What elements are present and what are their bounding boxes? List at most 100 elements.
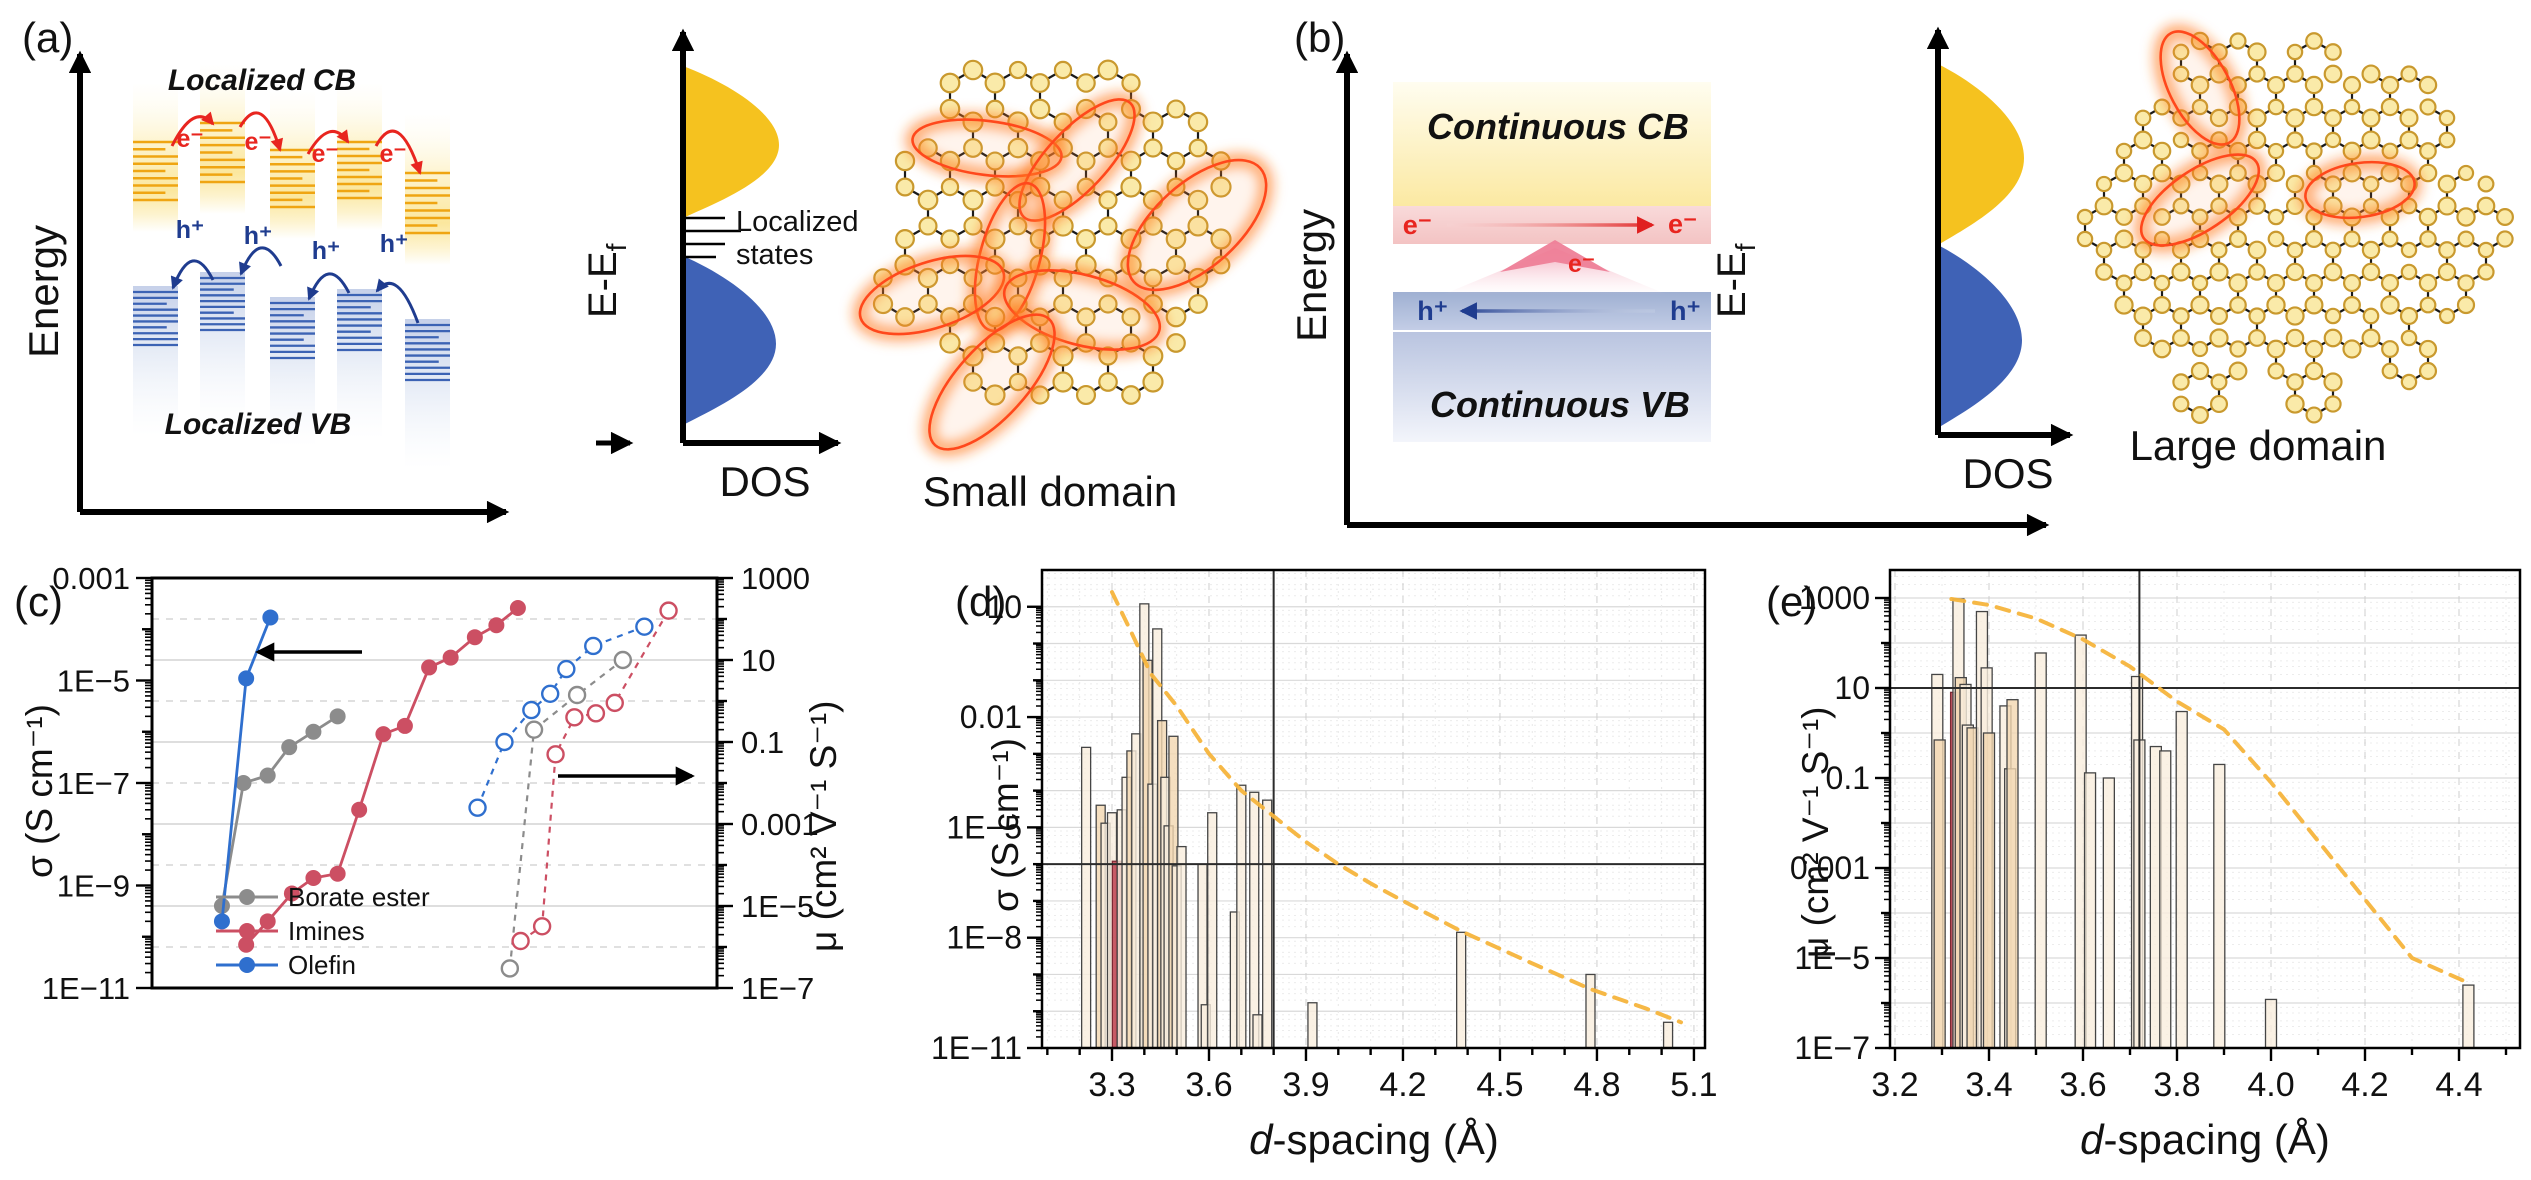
svg-text:0.001: 0.001 — [1790, 850, 1870, 886]
band-diagram-continuous: e⁻ e⁻ e⁻ h⁺ h⁺ — [1335, 50, 2050, 537]
legend-marker-imines — [214, 919, 280, 943]
chart-c: 0.001 1E−5 1E−7 1E−9 1E−11 1000 10 0.1 0.001 1E−5… — [42, 561, 819, 1006]
localized-states-line2: states — [736, 239, 814, 271]
svg-text:3.6: 3.6 — [1185, 1066, 1232, 1104]
d-italic: d — [1249, 1116, 1273, 1163]
svg-text:10: 10 — [986, 589, 1022, 625]
svg-text:1E−5: 1E−5 — [741, 889, 814, 924]
panel-a-label: (a) — [22, 14, 74, 61]
molecule-large-domain — [2076, 23, 2514, 424]
chart-c-legend: Borate ester Imines Olefin — [214, 881, 430, 980]
svg-text:3.6: 3.6 — [2059, 1066, 2106, 1104]
svg-text:1E−7: 1E−7 — [1794, 1030, 1870, 1066]
legend-item-borate-ester: Borate ester — [214, 881, 430, 912]
svg-text:e⁻: e⁻ — [244, 128, 271, 156]
panel-d-label: (d) — [955, 578, 1007, 625]
svg-text:1000: 1000 — [1799, 580, 1870, 616]
chart-d: 10 0.01 1E−5 1E−8 1E−11 3.3 3.6 3.9 4.2 4.5 4.8 5.1 — [931, 568, 1718, 1104]
svg-text:4.8: 4.8 — [1573, 1066, 1620, 1104]
chart-d-x-axis-title: d-spacing (Å) — [1249, 1116, 1499, 1164]
svg-text:10: 10 — [741, 643, 775, 678]
svg-text:0.001: 0.001 — [741, 807, 819, 842]
band-diagram-localized: e⁻ e⁻ e⁻ e⁻ h⁺ h⁺ h⁺ h⁺ — [68, 50, 634, 524]
svg-text:5.1: 5.1 — [1670, 1066, 1717, 1104]
svg-text:1E−5: 1E−5 — [1794, 940, 1870, 976]
svg-text:e⁻: e⁻ — [176, 125, 203, 153]
panel-b-label: (b) — [1294, 14, 1346, 61]
chart-e: 1000 10 0.1 0.001 1E−5 1E−73.2 3.4 3.6 3.8 4.0 4.2… — [1790, 568, 2522, 1104]
svg-text:10: 10 — [1834, 670, 1870, 706]
panel-c-label: (c) — [14, 578, 63, 625]
localized-states-annotation: Localized states — [736, 206, 859, 272]
svg-text:3.9: 3.9 — [1282, 1066, 1329, 1104]
legend-item-imines: Imines — [214, 915, 430, 946]
continuous-cb-label: Continuous CB — [1427, 106, 1689, 147]
energy-axis-label-a: Energy — [20, 224, 67, 358]
legend-label-olefin: Olefin — [288, 949, 356, 980]
small-domain-caption: Small domain — [922, 468, 1178, 515]
continuous-vb-label: Continuous VB — [1430, 384, 1690, 425]
svg-text:1E−5: 1E−5 — [57, 664, 130, 699]
panel-e-label: (e) — [1766, 578, 1818, 625]
legend-label-imines: Imines — [288, 915, 365, 946]
chart-e-x-axis-title: d-spacing (Å) — [2080, 1116, 2330, 1164]
svg-text:4.2: 4.2 — [1379, 1066, 1426, 1104]
svg-text:1E−8: 1E−8 — [946, 920, 1022, 956]
dos-axis-label-b: DOS — [1962, 450, 2054, 497]
svg-text:3.4: 3.4 — [1965, 1066, 2012, 1104]
large-domain-caption: Large domain — [2129, 422, 2387, 469]
d-italic: d — [2080, 1116, 2104, 1163]
svg-text:3.3: 3.3 — [1088, 1066, 1135, 1104]
legend-marker-olefin — [214, 953, 280, 977]
svg-text:1E−11: 1E−11 — [931, 1030, 1022, 1066]
svg-text:4.0: 4.0 — [2247, 1066, 2294, 1104]
dos-plot-b: E-Ef — [1710, 26, 2074, 447]
svg-text:h⁺: h⁺ — [176, 216, 204, 244]
svg-text:4.5: 4.5 — [1476, 1066, 1523, 1104]
d-xlabel-rest: -spacing (Å) — [2103, 1116, 2330, 1163]
dos-axis-label-a: DOS — [719, 458, 811, 505]
svg-text:e⁻: e⁻ — [1568, 250, 1595, 278]
svg-text:3.8: 3.8 — [2153, 1066, 2200, 1104]
svg-text:e⁻: e⁻ — [1403, 210, 1432, 240]
legend-label-borate-ester: Borate ester — [288, 881, 430, 912]
svg-text:E-Ef: E-Ef — [581, 243, 632, 318]
svg-text:h⁺: h⁺ — [1670, 296, 1701, 326]
energy-axis-label-b: Energy — [1288, 208, 1335, 342]
svg-text:e⁻: e⁻ — [1668, 209, 1697, 239]
svg-text:e⁻: e⁻ — [379, 140, 406, 168]
chart-e-y-axis-title: μ (cm² V⁻¹ S⁻¹) — [1795, 706, 1836, 958]
svg-text:0.01: 0.01 — [960, 699, 1022, 735]
svg-text:4.2: 4.2 — [2341, 1066, 2388, 1104]
svg-text:h⁺: h⁺ — [312, 237, 340, 265]
svg-text:1E−11: 1E−11 — [42, 971, 130, 1006]
svg-text:1E−9: 1E−9 — [57, 869, 130, 904]
svg-text:1E−5: 1E−5 — [946, 809, 1022, 845]
svg-text:0.1: 0.1 — [1826, 760, 1870, 796]
svg-text:3.2: 3.2 — [1871, 1066, 1918, 1104]
svg-text:h⁺: h⁺ — [1417, 296, 1448, 326]
svg-text:0.001: 0.001 — [52, 561, 130, 596]
d-xlabel-rest: -spacing (Å) — [1272, 1116, 1499, 1163]
chart-d-y-axis-title: σ (S cm⁻¹) — [985, 738, 1026, 912]
localized-vb-label: Localized VB — [164, 408, 352, 441]
molecule-small-domain — [852, 59, 1274, 457]
localized-states-line1: Localized — [736, 206, 859, 238]
dos-plot-a: E-Ef — [581, 28, 842, 455]
svg-text:1E−7: 1E−7 — [57, 766, 130, 801]
svg-text:4.4: 4.4 — [2435, 1066, 2482, 1104]
legend-item-olefin: Olefin — [214, 949, 430, 980]
svg-text:h⁺: h⁺ — [244, 222, 272, 250]
chart-c-left-axis-title: σ (S cm⁻¹) — [19, 704, 60, 878]
svg-text:h⁺: h⁺ — [380, 230, 408, 258]
chart-c-right-axis-title: μ (cm² V⁻¹ S⁻¹) — [803, 700, 844, 952]
localized-cb-label: Localized CB — [167, 64, 357, 97]
legend-marker-borate-ester — [214, 885, 280, 909]
svg-text:1E−7: 1E−7 — [741, 971, 814, 1006]
svg-text:e⁻: e⁻ — [311, 140, 338, 168]
svg-text:E-Ef: E-Ef — [1710, 243, 1761, 318]
svg-text:0.1: 0.1 — [741, 725, 784, 760]
svg-text:1000: 1000 — [741, 561, 810, 596]
